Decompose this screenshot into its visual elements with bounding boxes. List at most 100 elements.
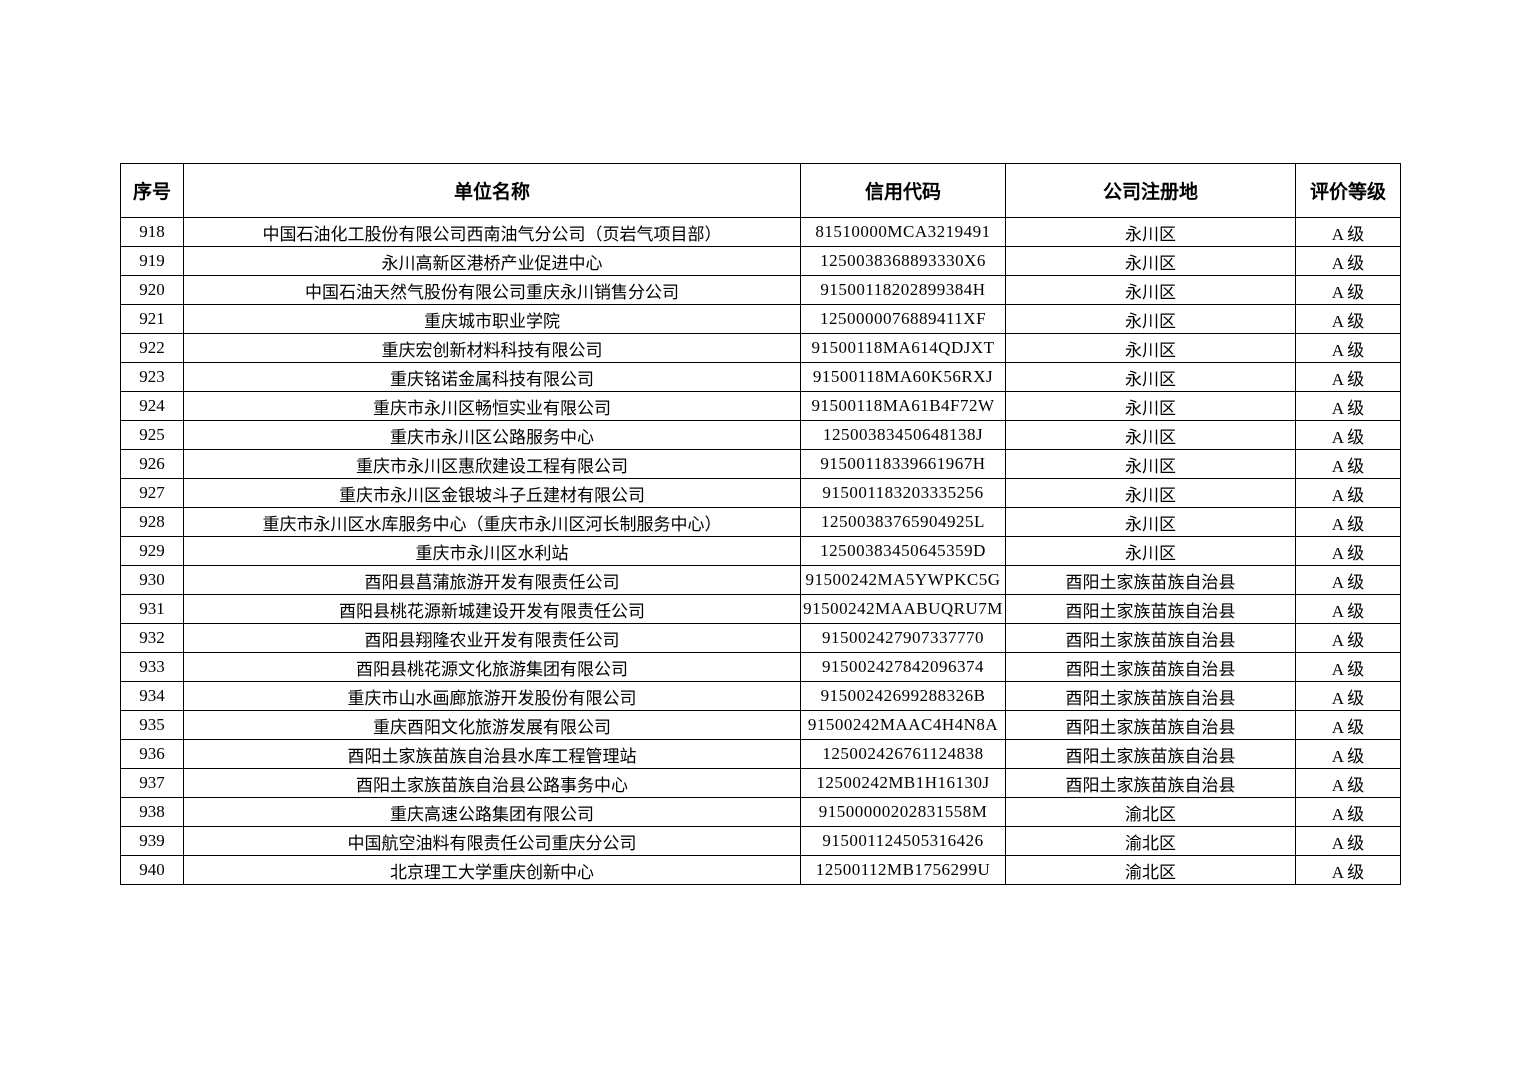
cell-index: 919 bbox=[120, 246, 184, 276]
cell-index: 931 bbox=[120, 594, 184, 624]
cell-grade: A 级 bbox=[1295, 594, 1401, 624]
table-row: 934 重庆市山水画廊旅游开发股份有限公司 91500242699288326B 酉阳… bbox=[120, 681, 1401, 711]
col-header-code: 信用代码 bbox=[800, 163, 1006, 218]
cell-name: 酉阳土家族苗族自治县公路事务中心 bbox=[183, 768, 801, 798]
table-row: 928 重庆市永川区水库服务中心（重庆市永川区河长制服务中心） 1250038376… bbox=[120, 507, 1401, 537]
cell-code: 12500383765904925L bbox=[800, 507, 1006, 537]
cell-location: 永川区 bbox=[1005, 391, 1296, 421]
cell-name: 重庆市山水画廊旅游开发股份有限公司 bbox=[183, 681, 801, 711]
cell-location: 永川区 bbox=[1005, 478, 1296, 508]
cell-name: 中国石油天然气股份有限公司重庆永川销售分公司 bbox=[183, 275, 801, 305]
cell-name: 酉阳县桃花源新城建设开发有限责任公司 bbox=[183, 594, 801, 624]
cell-name: 重庆铭诺金属科技有限公司 bbox=[183, 362, 801, 392]
cell-index: 923 bbox=[120, 362, 184, 392]
cell-code: 12500242MB1H16130J bbox=[800, 768, 1006, 798]
cell-location: 渝北区 bbox=[1005, 826, 1296, 856]
cell-location: 酉阳土家族苗族自治县 bbox=[1005, 594, 1296, 624]
cell-grade: A 级 bbox=[1295, 217, 1401, 247]
cell-code: 915001183203335256 bbox=[800, 478, 1006, 508]
table-row: 936 酉阳土家族苗族自治县水库工程管理站 125002426761124838 酉阳… bbox=[120, 739, 1401, 769]
cell-name: 重庆市永川区金银坡斗子丘建材有限公司 bbox=[183, 478, 801, 508]
cell-location: 酉阳土家族苗族自治县 bbox=[1005, 768, 1296, 798]
table-row: 924 重庆市永川区畅恒实业有限公司 91500118MA61B4F72W 永川区 A … bbox=[120, 391, 1401, 421]
cell-location: 酉阳土家族苗族自治县 bbox=[1005, 652, 1296, 682]
cell-grade: A 级 bbox=[1295, 855, 1401, 885]
cell-code: 91500242699288326B bbox=[800, 681, 1006, 711]
cell-location: 酉阳土家族苗族自治县 bbox=[1005, 681, 1296, 711]
col-header-location: 公司注册地 bbox=[1005, 163, 1296, 218]
table-row: 932 酉阳县翔隆农业开发有限责任公司 915002427907337770 酉阳土家… bbox=[120, 623, 1401, 653]
cell-name: 永川高新区港桥产业促进中心 bbox=[183, 246, 801, 276]
cell-grade: A 级 bbox=[1295, 652, 1401, 682]
cell-name: 重庆市永川区公路服务中心 bbox=[183, 420, 801, 450]
table-row: 940 北京理工大学重庆创新中心 12500112MB1756299U 渝北区 A 级 bbox=[120, 855, 1401, 885]
cell-grade: A 级 bbox=[1295, 565, 1401, 595]
cell-code: 91500242MAAC4H4N8A bbox=[800, 710, 1006, 740]
cell-name: 酉阳土家族苗族自治县水库工程管理站 bbox=[183, 739, 801, 769]
col-header-grade: 评价等级 bbox=[1295, 163, 1401, 218]
cell-name: 重庆宏创新材料科技有限公司 bbox=[183, 333, 801, 363]
cell-grade: A 级 bbox=[1295, 681, 1401, 711]
cell-index: 929 bbox=[120, 536, 184, 566]
cell-name: 重庆高速公路集团有限公司 bbox=[183, 797, 801, 827]
cell-grade: A 级 bbox=[1295, 797, 1401, 827]
cell-grade: A 级 bbox=[1295, 333, 1401, 363]
table-row: 939 中国航空油料有限责任公司重庆分公司 915001124505316426 渝北… bbox=[120, 826, 1401, 856]
cell-name: 重庆市永川区水利站 bbox=[183, 536, 801, 566]
table-row: 927 重庆市永川区金银坡斗子丘建材有限公司 915001183203335256 永… bbox=[120, 478, 1401, 508]
cell-index: 926 bbox=[120, 449, 184, 479]
table-row: 938 重庆高速公路集团有限公司 91500000202831558M 渝北区 A 级 bbox=[120, 797, 1401, 827]
cell-location: 永川区 bbox=[1005, 217, 1296, 247]
cell-code: 91500242MA5YWPKC5G bbox=[800, 565, 1006, 595]
cell-code: 91500000202831558M bbox=[800, 797, 1006, 827]
cell-code: 91500118MA61B4F72W bbox=[800, 391, 1006, 421]
cell-location: 永川区 bbox=[1005, 333, 1296, 363]
cell-code: 91500242MAABUQRU7M bbox=[800, 594, 1006, 624]
cell-index: 936 bbox=[120, 739, 184, 769]
cell-grade: A 级 bbox=[1295, 420, 1401, 450]
cell-code: 915002427842096374 bbox=[800, 652, 1006, 682]
cell-index: 935 bbox=[120, 710, 184, 740]
table-row: 920 中国石油天然气股份有限公司重庆永川销售分公司 915001182028993… bbox=[120, 275, 1401, 305]
cell-location: 永川区 bbox=[1005, 275, 1296, 305]
cell-grade: A 级 bbox=[1295, 246, 1401, 276]
cell-index: 934 bbox=[120, 681, 184, 711]
cell-name: 中国石油化工股份有限公司西南油气分公司（页岩气项目部） bbox=[183, 217, 801, 247]
cell-location: 永川区 bbox=[1005, 449, 1296, 479]
cell-location: 永川区 bbox=[1005, 507, 1296, 537]
col-header-index: 序号 bbox=[120, 163, 184, 218]
cell-index: 939 bbox=[120, 826, 184, 856]
cell-location: 渝北区 bbox=[1005, 855, 1296, 885]
col-header-name: 单位名称 bbox=[183, 163, 801, 218]
table-row: 918 中国石油化工股份有限公司西南油气分公司（页岩气项目部） 81510000MC… bbox=[120, 217, 1401, 247]
cell-index: 937 bbox=[120, 768, 184, 798]
cell-name: 重庆市永川区畅恒实业有限公司 bbox=[183, 391, 801, 421]
cell-index: 924 bbox=[120, 391, 184, 421]
cell-location: 酉阳土家族苗族自治县 bbox=[1005, 739, 1296, 769]
cell-code: 12500112MB1756299U bbox=[800, 855, 1006, 885]
cell-code: 91500118339661967H bbox=[800, 449, 1006, 479]
cell-code: 1250000076889411XF bbox=[800, 304, 1006, 334]
cell-index: 933 bbox=[120, 652, 184, 682]
table-row: 919 永川高新区港桥产业促进中心 1250038368893330X6 永川区 A 级 bbox=[120, 246, 1401, 276]
cell-grade: A 级 bbox=[1295, 739, 1401, 769]
header-row: 序号 单位名称 信用代码 公司注册地 评价等级 bbox=[120, 163, 1401, 218]
cell-grade: A 级 bbox=[1295, 710, 1401, 740]
cell-index: 938 bbox=[120, 797, 184, 827]
cell-location: 酉阳土家族苗族自治县 bbox=[1005, 710, 1296, 740]
cell-index: 928 bbox=[120, 507, 184, 537]
cell-index: 930 bbox=[120, 565, 184, 595]
cell-index: 920 bbox=[120, 275, 184, 305]
cell-code: 1250038368893330X6 bbox=[800, 246, 1006, 276]
cell-code: 91500118MA614QDJXT bbox=[800, 333, 1006, 363]
cell-location: 渝北区 bbox=[1005, 797, 1296, 827]
cell-name: 酉阳县翔隆农业开发有限责任公司 bbox=[183, 623, 801, 653]
table-row: 933 酉阳县桃花源文化旅游集团有限公司 915002427842096374 酉阳土… bbox=[120, 652, 1401, 682]
cell-name: 酉阳县菖蒲旅游开发有限责任公司 bbox=[183, 565, 801, 595]
table-row: 921 重庆城市职业学院 1250000076889411XF 永川区 A 级 bbox=[120, 304, 1401, 334]
cell-grade: A 级 bbox=[1295, 768, 1401, 798]
cell-index: 927 bbox=[120, 478, 184, 508]
table-header: 序号 单位名称 信用代码 公司注册地 评价等级 bbox=[120, 163, 1401, 218]
cell-grade: A 级 bbox=[1295, 391, 1401, 421]
cell-name: 重庆市永川区水库服务中心（重庆市永川区河长制服务中心） bbox=[183, 507, 801, 537]
